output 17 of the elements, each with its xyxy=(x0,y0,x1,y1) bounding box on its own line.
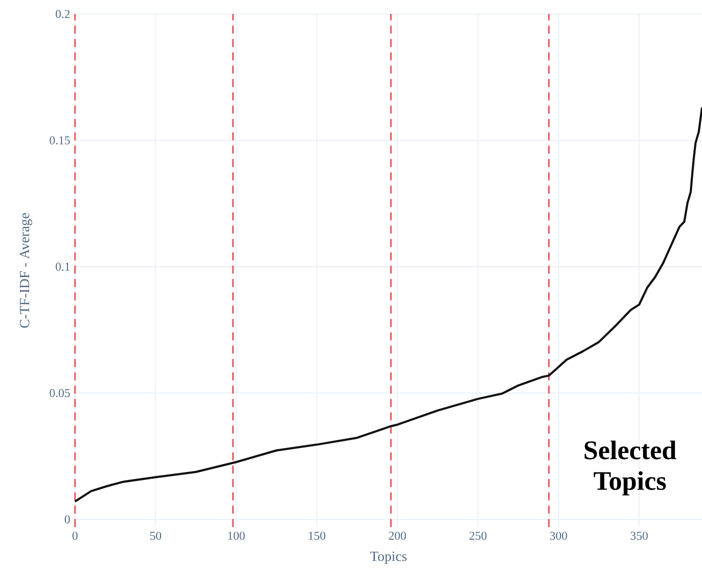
y-tick-label: 0 xyxy=(64,515,70,524)
y-tick-label: 0.05 xyxy=(50,388,70,398)
x-tick-label: 150 xyxy=(308,532,326,540)
x-tick-label: 100 xyxy=(228,532,245,540)
y-axis-title: C-TF-IDF - Average xyxy=(20,213,32,328)
x-tick-label: 0 xyxy=(72,532,78,540)
x-tick-label: 200 xyxy=(388,532,406,540)
x-tick-label: 350 xyxy=(630,532,648,540)
x-axis-title: Topics xyxy=(370,552,407,564)
x-tick-label: 50 xyxy=(150,532,162,540)
x-tick-label: 300 xyxy=(550,532,568,540)
y-tick-label: 0.1 xyxy=(56,262,70,271)
y-tick-label: 0.15 xyxy=(50,136,70,144)
y-tick-label: 0.2 xyxy=(56,10,70,18)
line-series xyxy=(74,106,702,503)
annotation: Selected Topics xyxy=(584,440,676,496)
x-tick-label: 250 xyxy=(469,532,487,540)
